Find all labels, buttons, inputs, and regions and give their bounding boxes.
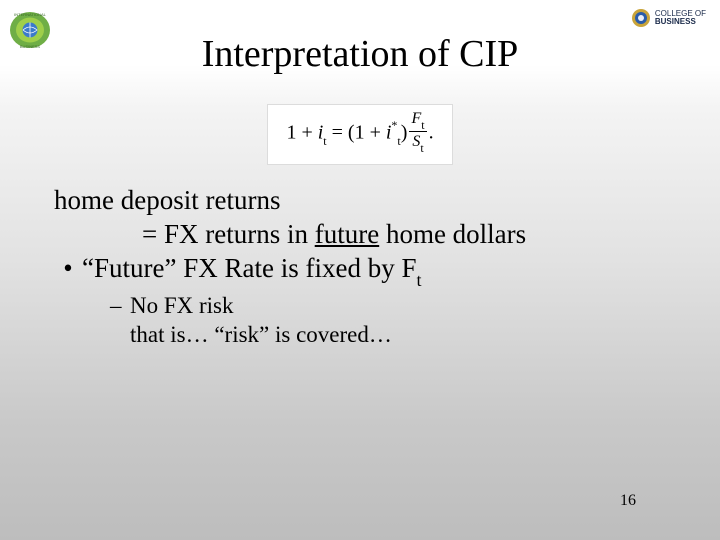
sub-dash-text: No FX risk: [130, 292, 680, 321]
formula-text: (1 +: [348, 121, 386, 143]
formula-fraction: FtSt: [409, 111, 426, 152]
page-number: 16: [620, 492, 636, 510]
body-content: home deposit returns = FX returns in fut…: [54, 184, 680, 350]
seal-icon: [631, 8, 651, 28]
formula-text: t: [397, 134, 400, 148]
formula-text: F: [411, 110, 421, 127]
body-sub-dash: – No FX risk: [110, 292, 680, 321]
formula-text: 1 +: [286, 121, 317, 143]
body-bullet-1: • “Future” FX Rate is fixed by Ft: [54, 252, 680, 289]
dash-mark: –: [110, 292, 130, 321]
formula-container: 1 + it = (1 + i*t)FtSt.: [0, 104, 720, 165]
body-line-2: = FX returns in future home dollars: [54, 218, 680, 252]
cip-formula: 1 + it = (1 + i*t)FtSt.: [267, 104, 452, 165]
college-label: COLLEGE OF BUSINESS: [655, 10, 706, 26]
body-text-sub: t: [416, 270, 421, 290]
college-label-bottom: BUSINESS: [655, 18, 706, 26]
body-text-underlined: future: [315, 219, 379, 249]
college-of-business-logo: COLLEGE OF BUSINESS: [631, 8, 706, 28]
bullet-dot: •: [54, 252, 82, 289]
bullet-text: “Future” FX Rate is fixed by Ft: [82, 252, 680, 289]
formula-text: t: [420, 141, 423, 155]
body-text: = FX returns in: [142, 219, 315, 249]
body-sub-line: that is… “risk” is covered…: [110, 321, 680, 350]
formula-text: ): [401, 121, 408, 143]
slide-root: INTERNATIONAL BUSINESS COLLEGE OF BUSINE…: [0, 0, 720, 540]
formula-text: .: [429, 121, 434, 143]
formula-text: *: [391, 118, 397, 132]
body-text: home dollars: [379, 219, 526, 249]
slide-title: Interpretation of CIP: [0, 32, 720, 76]
body-sub-block: – No FX risk that is… “risk” is covered…: [54, 292, 680, 350]
body-text: “Future” FX Rate is fixed by F: [82, 253, 416, 283]
formula-text: t: [323, 134, 326, 148]
formula-text: =: [327, 121, 348, 143]
svg-text:INTERNATIONAL: INTERNATIONAL: [14, 12, 46, 17]
formula-text: t: [421, 118, 424, 132]
body-line-1: home deposit returns: [54, 184, 680, 218]
